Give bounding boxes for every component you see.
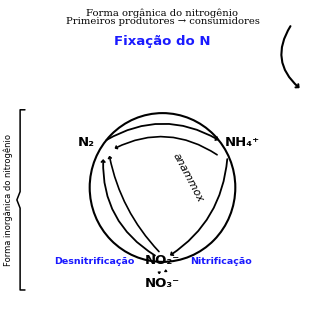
- Text: Nitrificação: Nitrificação: [190, 257, 252, 266]
- Text: Primeiros produtores → consumidores: Primeiros produtores → consumidores: [66, 17, 259, 26]
- Text: NH₄⁺: NH₄⁺: [225, 135, 260, 149]
- Text: Fixação do N: Fixação do N: [114, 36, 211, 48]
- Text: anammox: anammox: [171, 151, 206, 204]
- Text: NO₃⁻: NO₃⁻: [145, 277, 180, 290]
- Text: Forma orgânica do nitrogênio: Forma orgânica do nitrogênio: [86, 9, 239, 19]
- Text: Desnitrificação: Desnitrificação: [55, 257, 135, 266]
- Text: NO₂⁻: NO₂⁻: [145, 254, 180, 267]
- Text: Forma inorgânica do nitrogênio: Forma inorgânica do nitrogênio: [3, 134, 13, 266]
- Text: N₂: N₂: [78, 135, 95, 149]
